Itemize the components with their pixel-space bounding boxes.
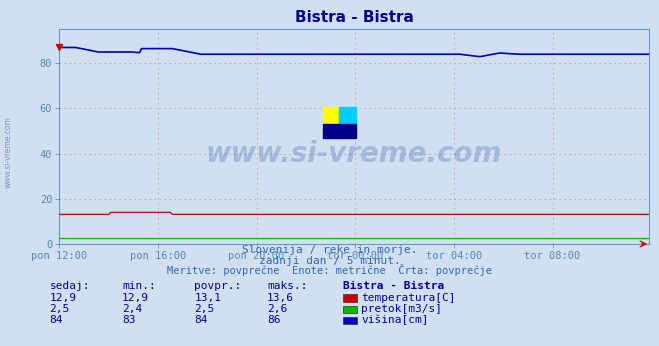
Text: 84: 84 — [194, 315, 208, 325]
Text: 84: 84 — [49, 315, 63, 325]
Text: min.:: min.: — [122, 281, 156, 291]
Text: 83: 83 — [122, 315, 135, 325]
Text: 2,6: 2,6 — [267, 304, 287, 314]
Title: Bistra - Bistra: Bistra - Bistra — [295, 10, 414, 26]
Text: 12,9: 12,9 — [122, 293, 149, 303]
Text: sedaj:: sedaj: — [49, 281, 90, 291]
Text: Slovenija / reke in morje.: Slovenija / reke in morje. — [242, 245, 417, 255]
Text: Meritve: povprečne  Enote: metrične  Črta: povprečje: Meritve: povprečne Enote: metrične Črta:… — [167, 264, 492, 276]
Text: maks.:: maks.: — [267, 281, 307, 291]
Text: 2,5: 2,5 — [49, 304, 70, 314]
Text: 2,4: 2,4 — [122, 304, 142, 314]
Text: 2,5: 2,5 — [194, 304, 215, 314]
Text: 86: 86 — [267, 315, 280, 325]
Text: 13,6: 13,6 — [267, 293, 294, 303]
Text: www.si-vreme.com: www.si-vreme.com — [4, 116, 13, 188]
Text: višina[cm]: višina[cm] — [361, 315, 428, 325]
Text: pretok[m3/s]: pretok[m3/s] — [361, 304, 442, 314]
Polygon shape — [323, 124, 356, 138]
Text: 13,1: 13,1 — [194, 293, 221, 303]
Text: Bistra - Bistra: Bistra - Bistra — [343, 281, 444, 291]
Text: zadnji dan / 5 minut.: zadnji dan / 5 minut. — [258, 256, 401, 266]
Bar — [323, 107, 339, 124]
Text: povpr.:: povpr.: — [194, 281, 242, 291]
Text: 12,9: 12,9 — [49, 293, 76, 303]
Bar — [339, 107, 356, 124]
Text: temperatura[C]: temperatura[C] — [361, 293, 455, 303]
Text: www.si-vreme.com: www.si-vreme.com — [206, 140, 502, 168]
